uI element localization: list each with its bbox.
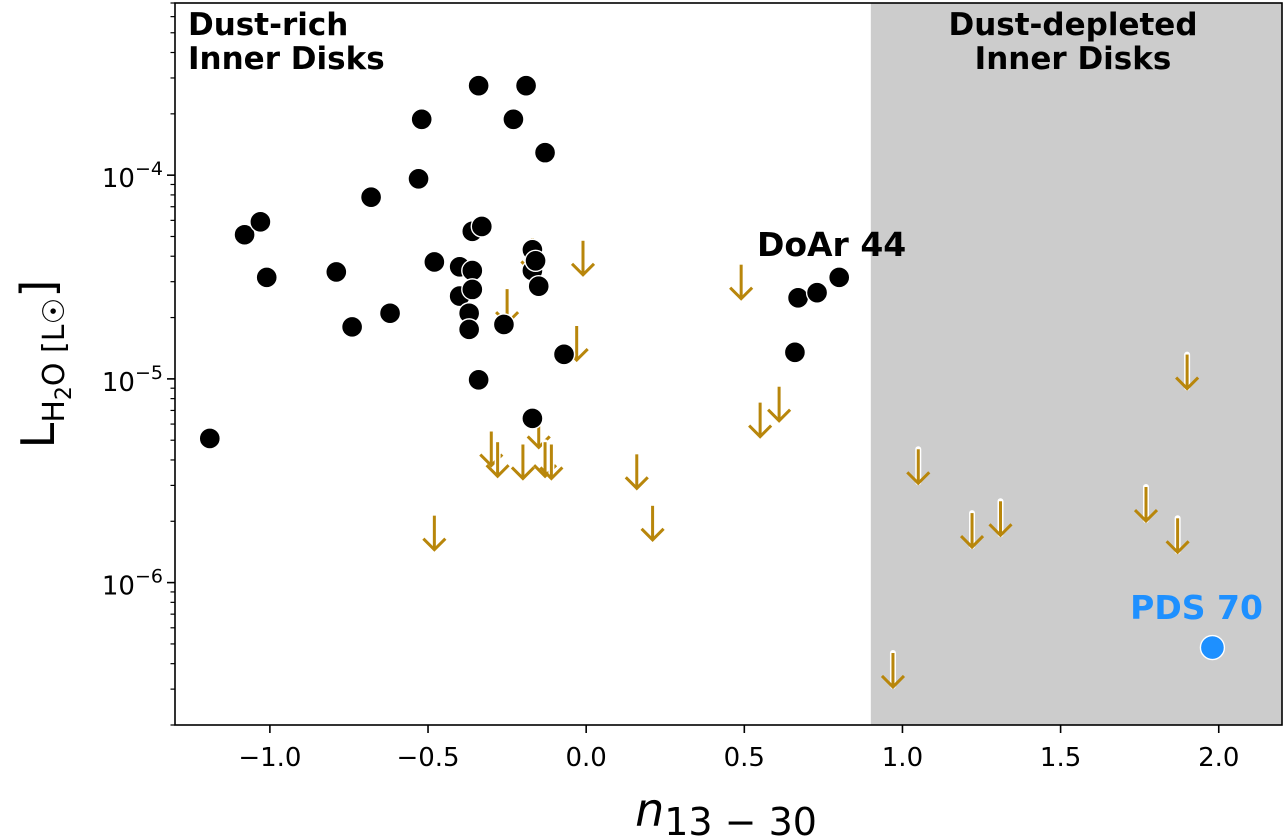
upper-limit-arrow	[748, 399, 773, 439]
region-label-right-line1: Dust-depleted	[948, 7, 1197, 43]
x-axis-title-base: n	[635, 783, 664, 837]
upper-limit-arrow	[767, 383, 792, 423]
detection-point	[783, 341, 807, 364]
detection-point	[552, 343, 576, 366]
detection-point	[340, 315, 364, 339]
detection-point	[198, 427, 221, 450]
detection-point	[492, 313, 516, 336]
upper-limit-arrow	[570, 237, 596, 277]
upper-limit-arrow-head	[767, 408, 792, 423]
upper-limit-arrow-head	[906, 471, 931, 486]
dust-depleted-region	[870, 3, 1282, 725]
upper-limit-arrow-head	[510, 466, 535, 481]
detection-point	[521, 407, 544, 430]
detection-point	[325, 260, 348, 284]
detection-point	[470, 215, 493, 238]
detection-point	[502, 108, 525, 131]
upper-limit-arrow-head	[624, 476, 649, 491]
x-tick-label: 1.0	[882, 743, 923, 773]
y-axis-title-base: L	[11, 422, 65, 448]
upper-limit-arrow	[1175, 351, 1200, 391]
detection-point	[527, 275, 550, 298]
upper-limit-arrow	[880, 649, 906, 690]
x-axis-title: n13 − 30	[635, 783, 817, 838]
x-tick-label: 0.0	[565, 743, 606, 773]
upper-limit-arrow-head	[748, 424, 773, 439]
upper-limit-arrow-head	[880, 674, 906, 690]
detection-point	[255, 266, 278, 289]
upper-limit-arrow-head	[959, 535, 985, 550]
detection-point	[467, 368, 490, 391]
x-tick-label: 1.5	[1040, 743, 1081, 773]
upper-limit-arrow	[729, 261, 754, 301]
detection-point	[407, 167, 430, 190]
upper-limit-arrow-head	[1175, 376, 1200, 391]
upper-limit-arrow	[640, 502, 665, 542]
region-label-left-line2: Inner Disks	[188, 41, 385, 77]
x-tick-label: 2.0	[1198, 743, 1239, 773]
region-label-left: Dust-rich Inner Disks	[188, 7, 385, 77]
upper-limit-arrow-head	[1133, 508, 1159, 524]
y-tick-label: 10−6	[102, 566, 163, 602]
detection-point	[457, 318, 481, 341]
upper-limit-arrow	[1133, 484, 1159, 524]
annotation-doar44: DoAr 44	[757, 225, 906, 264]
detection-point	[378, 302, 402, 325]
plot-frame	[174, 2, 1283, 726]
y-axis-title-sub3: O [L	[37, 324, 72, 386]
x-tick-label: 0.5	[724, 743, 765, 773]
upper-limit-arrow	[624, 451, 649, 491]
upper-limit-arrow	[906, 446, 931, 486]
y-axis-title-close: ]	[11, 280, 65, 298]
detection-point	[828, 266, 851, 289]
upper-limit-arrow	[510, 441, 535, 481]
upper-limit-arrow	[988, 498, 1013, 538]
region-label-left-line1: Dust-rich	[188, 7, 348, 43]
detection-point	[805, 281, 829, 304]
upper-limit-arrow	[1165, 515, 1190, 555]
detection-point	[461, 259, 484, 282]
region-label-right-line2: Inner Disks	[975, 41, 1172, 77]
detection-point	[461, 278, 484, 301]
detection-point	[410, 108, 433, 131]
x-tick-label: −0.5	[396, 743, 459, 773]
detection-point	[514, 74, 538, 97]
y-tick-label: 10−5	[102, 362, 163, 398]
detection-point	[233, 223, 256, 246]
pds70-point	[1199, 634, 1226, 661]
x-axis: −1.0 −0.5 0.0 0.5 1.0 1.5 2.0	[238, 725, 1239, 773]
upper-limit-arrow	[539, 441, 564, 481]
upper-limit-arrow-head	[1165, 540, 1190, 555]
upper-limit-arrow-head	[729, 286, 754, 301]
upper-limit-arrow-head	[485, 464, 510, 479]
x-tick-label: −1.0	[238, 743, 301, 773]
upper-limit-arrow-head	[988, 523, 1013, 538]
y-axis-title-sun: ☉	[37, 298, 72, 325]
y-axis-title-sub2: 2	[52, 386, 77, 400]
detection-point	[467, 74, 490, 97]
detection-point	[423, 250, 446, 274]
upper-limit-arrow-head	[640, 527, 665, 542]
upper-limit-arrow-head	[422, 537, 447, 552]
detection-point	[533, 141, 557, 164]
data-marks	[198, 74, 1226, 690]
x-axis-title-sub: 13 − 30	[664, 800, 817, 838]
annotation-pds70: PDS 70	[1130, 588, 1263, 627]
detection-point	[786, 286, 810, 310]
y-axis-title-sub: H	[37, 400, 72, 423]
detection-point	[249, 210, 272, 234]
y-axis-title: LH2O [L☉]	[11, 280, 77, 449]
region-label-right: Dust-depleted Inner Disks	[948, 7, 1197, 77]
upper-limit-arrow-head	[539, 466, 564, 481]
upper-limit-arrow	[485, 439, 510, 479]
y-axis: 10−6 10−5 10−4	[102, 2, 175, 726]
detection-point	[359, 185, 383, 209]
upper-limit-arrow	[959, 510, 985, 550]
upper-limit-arrow-head	[570, 262, 596, 277]
y-tick-label: 10−4	[102, 158, 163, 194]
detection-point	[524, 249, 547, 272]
upper-limit-arrow	[422, 512, 447, 552]
